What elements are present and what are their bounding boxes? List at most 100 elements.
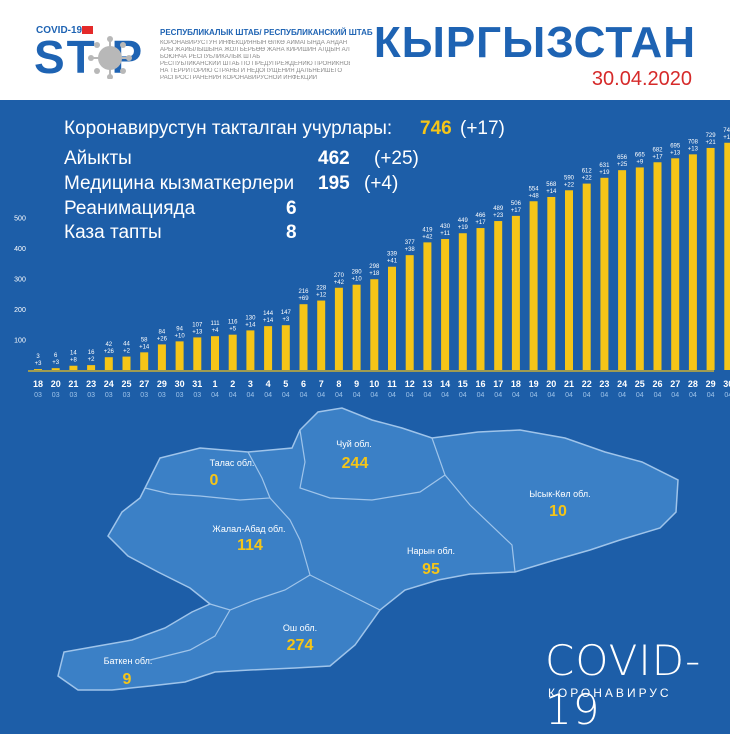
bar-value-label: 377 [405, 240, 416, 246]
covid-subtitle: КОРОНАВИРУС [548, 686, 672, 700]
bar-value-label: 708 [688, 139, 699, 145]
x-tick-day: 18 [511, 379, 521, 389]
bar-delta-label: +26 [104, 349, 115, 355]
hq-line: РАСПРОСТРАНЕНИЯ КОРОНАВИРУСНОЙ ИНФЕКЦИИ [160, 75, 318, 81]
bar-value-label: 228 [316, 286, 327, 292]
hq-line: КОРОНАВИРУСТУН ИНФЕКЦИЯНЫН ӨЛКӨ АЙМАГЫНД… [160, 40, 348, 46]
x-tick-day: 24 [104, 379, 114, 389]
bar-delta-label: +23 [493, 213, 504, 219]
bar-delta-label: +38 [405, 247, 416, 253]
x-tick-month: 03 [70, 392, 78, 399]
bar [618, 170, 627, 370]
bar-delta-label: +3 [35, 361, 43, 367]
bar-value-label: 107 [192, 322, 203, 328]
bar [565, 190, 573, 370]
x-tick-day: 1 [212, 379, 217, 389]
border-issykkul [444, 474, 516, 573]
bar [104, 357, 113, 370]
region-name: Нарын обл. [407, 546, 455, 556]
bar-delta-label: +22 [582, 176, 593, 182]
x-tick-day: 17 [493, 379, 503, 389]
bar-delta-label: +21 [706, 140, 717, 146]
y-tick-label: 400 [14, 246, 26, 253]
region-case-count: 10 [549, 503, 567, 520]
bar-delta-label: +13 [688, 146, 699, 152]
bar-value-label: 58 [141, 337, 148, 343]
bar-delta-label: +26 [157, 336, 168, 342]
bar-delta-label: +25 [617, 162, 628, 168]
region-name: Жалал-Абад обл. [212, 524, 285, 534]
x-tick-month: 04 [530, 392, 538, 399]
bar [157, 344, 166, 370]
x-tick-month: 03 [158, 392, 166, 399]
bar-delta-label: +17 [723, 135, 730, 141]
bar-value-label: 94 [176, 326, 183, 332]
bar-delta-label: +17 [511, 208, 522, 214]
bar [264, 326, 273, 370]
map-outline [57, 407, 679, 691]
bar [547, 196, 556, 370]
bar [334, 287, 343, 370]
bar-delta-label: +10 [352, 277, 363, 283]
x-tick-day: 20 [546, 379, 556, 389]
bar [441, 239, 450, 370]
bar [582, 183, 591, 370]
bar [635, 167, 644, 370]
bar-value-label: 554 [529, 186, 540, 192]
x-tick-month: 03 [193, 392, 201, 399]
bar-value-label: 6 [54, 353, 58, 359]
bar-value-label: 665 [635, 152, 646, 158]
x-tick-month: 04 [477, 392, 485, 399]
bar [706, 147, 715, 370]
x-tick-day: 3 [248, 379, 253, 389]
kyrgyzstan-map: Талас обл. 0 Чуй обл. 244 Ысык-Көл обл. 10 Жал… [57, 407, 679, 691]
border-talas [144, 451, 271, 501]
virus-icon [88, 36, 132, 79]
bar-value-label: 430 [440, 224, 451, 230]
stat-delta-recovered: (+25) [374, 148, 419, 169]
x-tick-month: 03 [87, 392, 95, 399]
stat-value-medics: 195 [318, 173, 350, 194]
x-tick-day: 25 [121, 379, 131, 389]
x-tick-day: 21 [68, 379, 78, 389]
bar-value-label: 339 [387, 252, 398, 258]
bar-delta-label: +18 [369, 271, 380, 277]
bar-value-label: 3 [36, 354, 40, 360]
bar [476, 228, 485, 370]
bar [51, 368, 60, 370]
bar-value-label: 746 [723, 128, 730, 134]
border-chuy [299, 429, 446, 501]
y-tick-label: 200 [14, 307, 26, 314]
x-tick-day: 14 [440, 379, 450, 389]
x-tick-month: 03 [105, 392, 113, 399]
x-tick-day: 31 [192, 379, 202, 389]
bar [140, 352, 149, 370]
hq-description: КОРОНАВИРУСТУН ИНФЕКЦИЯНЫН ӨЛКӨ АЙМАГЫНД… [160, 40, 350, 82]
x-tick-month: 04 [388, 392, 396, 399]
bar [281, 325, 290, 370]
bar-delta-label: +19 [599, 170, 610, 176]
x-tick-month: 04 [494, 392, 502, 399]
bar [370, 279, 379, 370]
bar [175, 341, 184, 370]
bar [352, 284, 361, 370]
bar-delta-label: +5 [229, 327, 237, 333]
bar-delta-label: +48 [529, 193, 540, 199]
bar-delta-label: +14 [263, 318, 274, 324]
bar-delta-label: +19 [458, 225, 469, 231]
x-tick-month: 04 [654, 392, 662, 399]
x-tick-day: 30 [723, 379, 730, 389]
x-tick-month: 04 [370, 392, 378, 399]
bar-value-label: 656 [617, 155, 628, 161]
stat-value-recovered: 462 [318, 148, 350, 169]
bar [688, 154, 697, 370]
stat-value-deaths: 8 [286, 222, 297, 243]
bar-delta-label: +2 [123, 349, 131, 355]
stat-label-recovered: Айыкты [64, 148, 132, 169]
region-case-count: 0 [210, 472, 219, 489]
x-tick-month: 04 [547, 392, 555, 399]
bar-value-label: 270 [334, 273, 345, 279]
stat-delta-confirmed: (+17) [460, 118, 505, 139]
bar-delta-label: +14 [546, 189, 557, 195]
region-case-count: 114 [237, 537, 263, 554]
